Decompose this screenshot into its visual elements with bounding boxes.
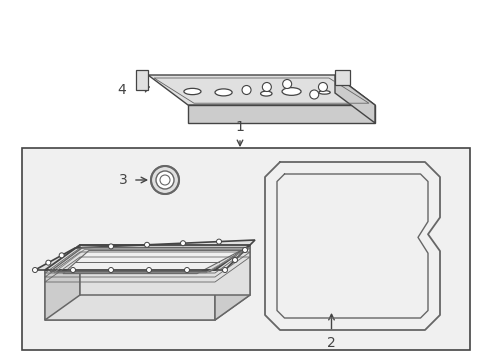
Ellipse shape [215,89,232,96]
Text: 3: 3 [119,173,128,187]
Ellipse shape [282,87,301,95]
Circle shape [161,176,169,184]
Bar [22,148,470,350]
Polygon shape [80,245,250,295]
Polygon shape [148,75,375,105]
Text: 1: 1 [236,120,245,134]
Circle shape [180,241,186,246]
Circle shape [243,248,247,252]
Circle shape [222,267,227,273]
Circle shape [262,82,271,91]
Text: 4: 4 [117,83,126,97]
Polygon shape [35,240,255,270]
Circle shape [185,267,190,273]
Circle shape [283,80,292,89]
Polygon shape [335,75,375,123]
Circle shape [157,172,173,188]
Circle shape [310,90,319,99]
Circle shape [71,267,75,273]
Polygon shape [45,245,80,320]
Polygon shape [188,105,375,123]
Circle shape [217,239,221,244]
Circle shape [151,166,179,194]
Polygon shape [215,245,250,320]
Ellipse shape [319,91,330,94]
Circle shape [232,257,238,262]
Circle shape [108,244,114,249]
Polygon shape [335,70,350,85]
Circle shape [318,82,327,91]
Circle shape [147,267,151,273]
Circle shape [242,85,251,94]
Circle shape [108,267,114,273]
Polygon shape [45,270,215,320]
Circle shape [32,267,38,273]
Circle shape [59,253,64,258]
Circle shape [46,260,51,265]
Polygon shape [45,295,250,320]
Ellipse shape [184,88,201,95]
Text: 2: 2 [327,336,336,350]
Polygon shape [136,70,148,90]
Ellipse shape [261,91,272,96]
Circle shape [145,242,149,247]
Circle shape [156,171,174,189]
Circle shape [160,175,170,185]
Polygon shape [63,251,241,274]
